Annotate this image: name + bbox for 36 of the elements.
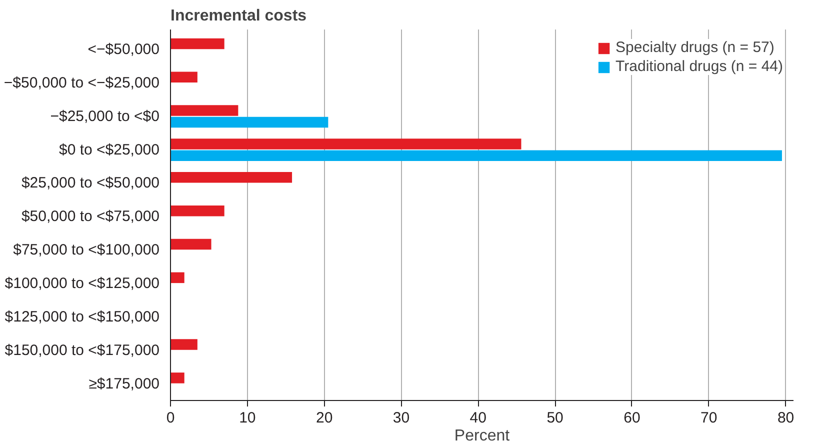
- bar: [170, 138, 522, 150]
- y-tick-label: $150,000 to <$175,000: [4, 342, 160, 359]
- bar: [170, 272, 184, 284]
- legend-label: Specialty drugs (n = 57): [616, 39, 774, 56]
- bar: [170, 116, 328, 128]
- x-tick-label: 80: [777, 410, 794, 426]
- y-tick-label: ≥$175,000: [88, 375, 160, 392]
- x-tick-label: 20: [316, 410, 333, 426]
- bar: [170, 238, 212, 250]
- bar: [170, 372, 184, 384]
- x-tick-label: 10: [239, 410, 256, 426]
- x-tick-label: 0: [166, 410, 175, 426]
- y-tick-label: $100,000 to <$125,000: [4, 275, 160, 292]
- bar: [170, 172, 292, 183]
- bar: [170, 150, 782, 162]
- y-tick-label: −$50,000 to <−$25,000: [4, 74, 160, 92]
- y-tick-label: −$25,000 to <$0: [50, 108, 160, 125]
- x-tick-label: 60: [624, 410, 640, 426]
- y-tick-label: $125,000 to <$150,000: [4, 308, 160, 326]
- x-axis-title: Percent: [454, 428, 510, 444]
- y-tick-label: $25,000 to <$50,000: [21, 174, 160, 192]
- bar: [170, 38, 224, 50]
- y-tick-label: <−$50,000: [88, 41, 160, 58]
- y-tick-label: $50,000 to <$75,000: [21, 208, 160, 226]
- x-tick-label: 30: [392, 410, 410, 426]
- bar: [170, 72, 198, 83]
- bar: [170, 339, 198, 350]
- x-tick-label: 40: [470, 410, 486, 426]
- y-tick-label: $75,000 to <$100,000: [13, 242, 160, 259]
- y-tick-label: $0 to <$25,000: [58, 141, 160, 158]
- legend-label: Traditional drugs (n = 44): [616, 58, 783, 75]
- y-axis-title: Incremental costs: [170, 8, 307, 24]
- x-tick-label: 50: [546, 410, 564, 426]
- bar: [170, 205, 224, 216]
- bar: [170, 105, 238, 116]
- x-tick-label: 70: [700, 410, 718, 426]
